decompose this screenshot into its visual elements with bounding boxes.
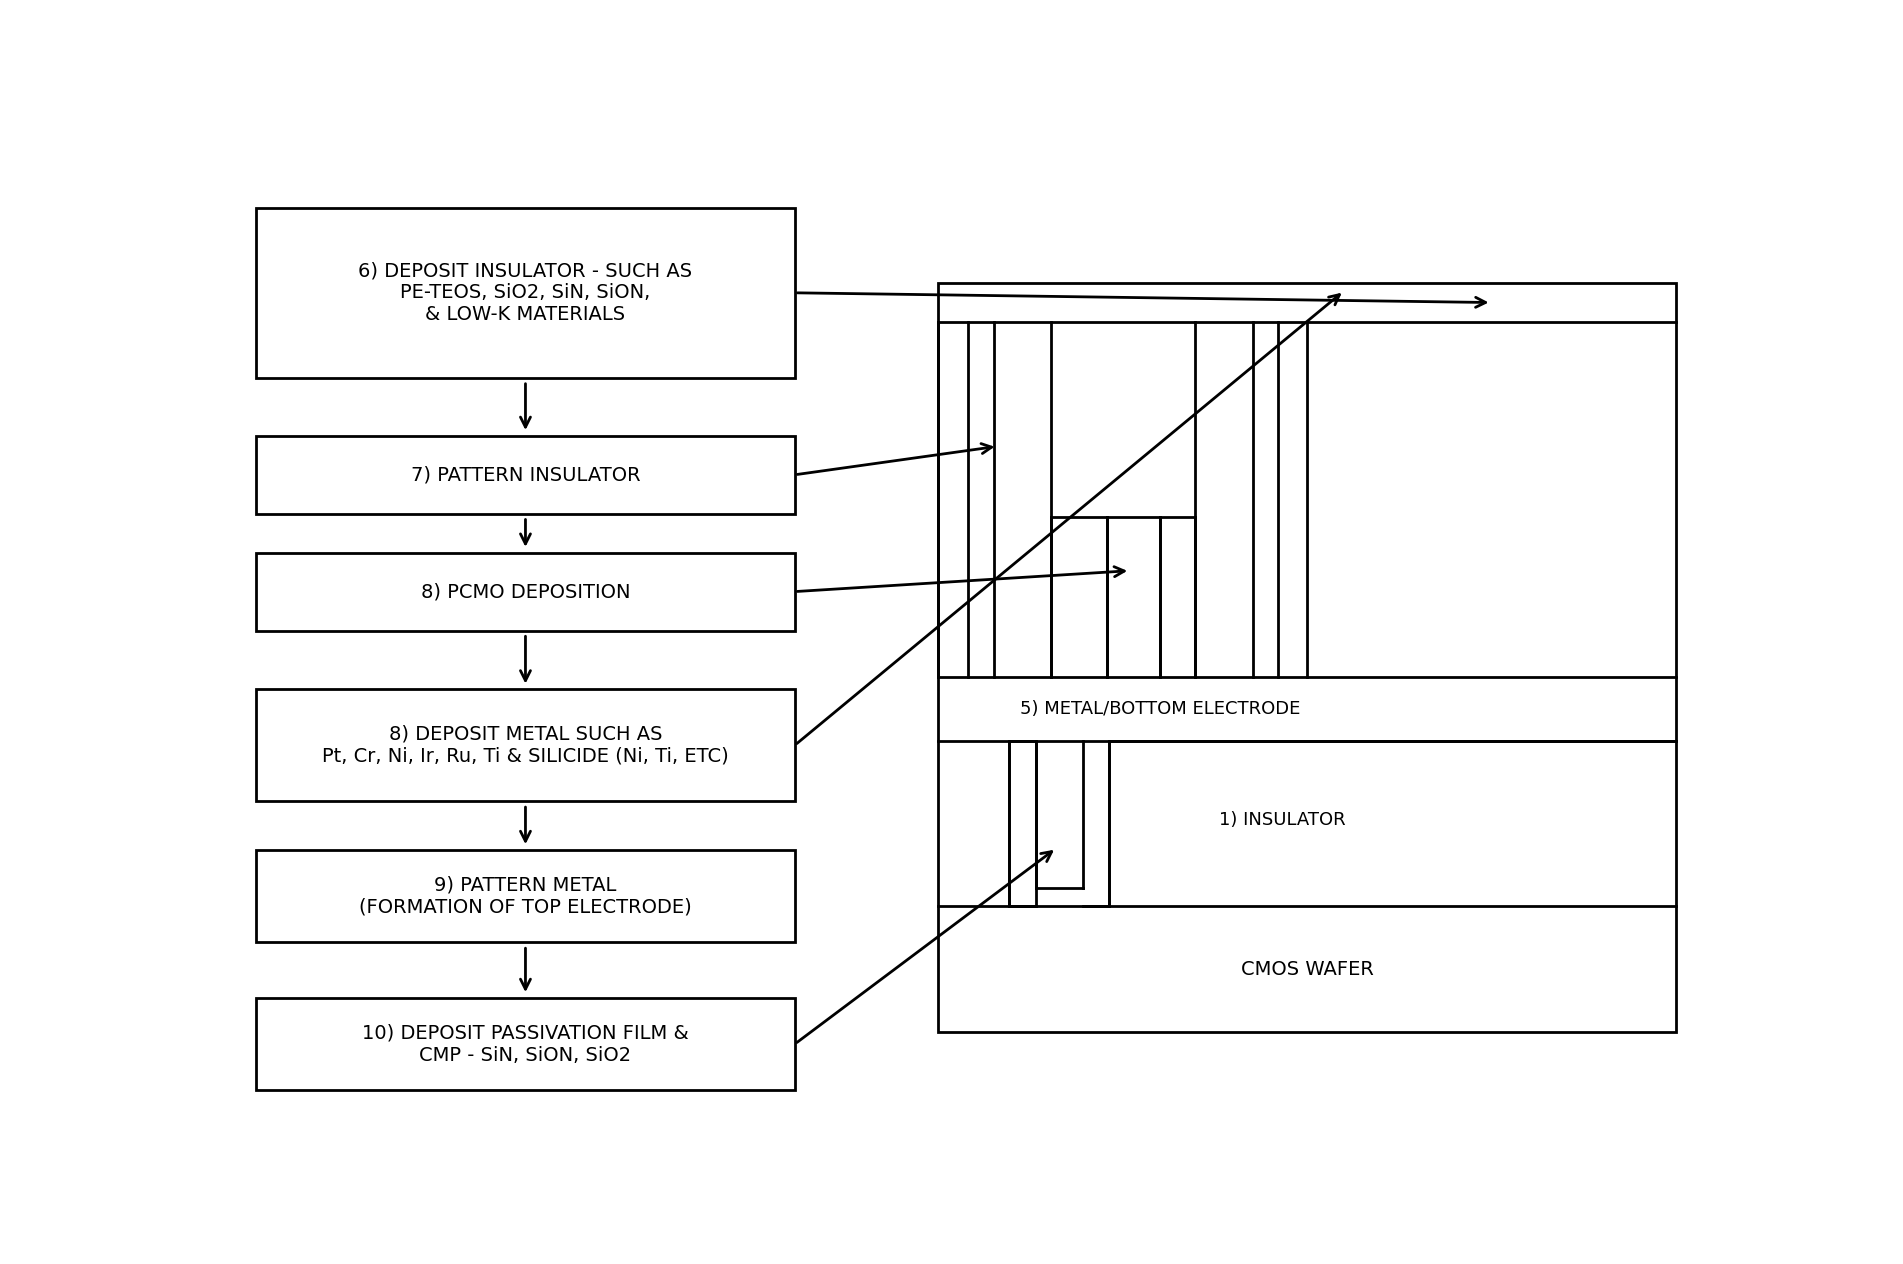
Text: 7) PATTERN INSULATOR: 7) PATTERN INSULATOR [411,465,639,484]
Bar [938,283,1677,1033]
Bar [1009,741,1035,906]
Text: 8) DEPOSIT METAL SUCH AS
Pt, Cr, Ni, Ir, Ru, Ti & SILICIDE (Ni, Ti, ETC): 8) DEPOSIT METAL SUCH AS Pt, Cr, Ni, Ir,… [322,724,729,766]
Bar [257,849,795,943]
Bar [257,689,795,801]
Bar [257,999,795,1091]
Bar [257,552,795,631]
Text: 6) DEPOSIT INSULATOR - SUCH AS
PE-TEOS, SiO2, SiN, SiON,
& LOW-K MATERIALS: 6) DEPOSIT INSULATOR - SUCH AS PE-TEOS, … [358,262,693,325]
Text: 8) PCMO DEPOSITION: 8) PCMO DEPOSITION [421,583,630,602]
Bar [257,436,795,513]
Text: 1) INSULATOR: 1) INSULATOR [1218,811,1345,829]
Bar [257,207,795,378]
Text: CMOS WAFER: CMOS WAFER [1241,959,1374,978]
Text: 10) DEPOSIT PASSIVATION FILM &
CMP - SiN, SiON, SiO2: 10) DEPOSIT PASSIVATION FILM & CMP - SiN… [362,1024,689,1064]
Text: 5) METAL/BOTTOM ELECTRODE: 5) METAL/BOTTOM ELECTRODE [1020,700,1300,718]
Text: 9) PATTERN METAL
(FORMATION OF TOP ELECTRODE): 9) PATTERN METAL (FORMATION OF TOP ELECT… [360,876,693,916]
